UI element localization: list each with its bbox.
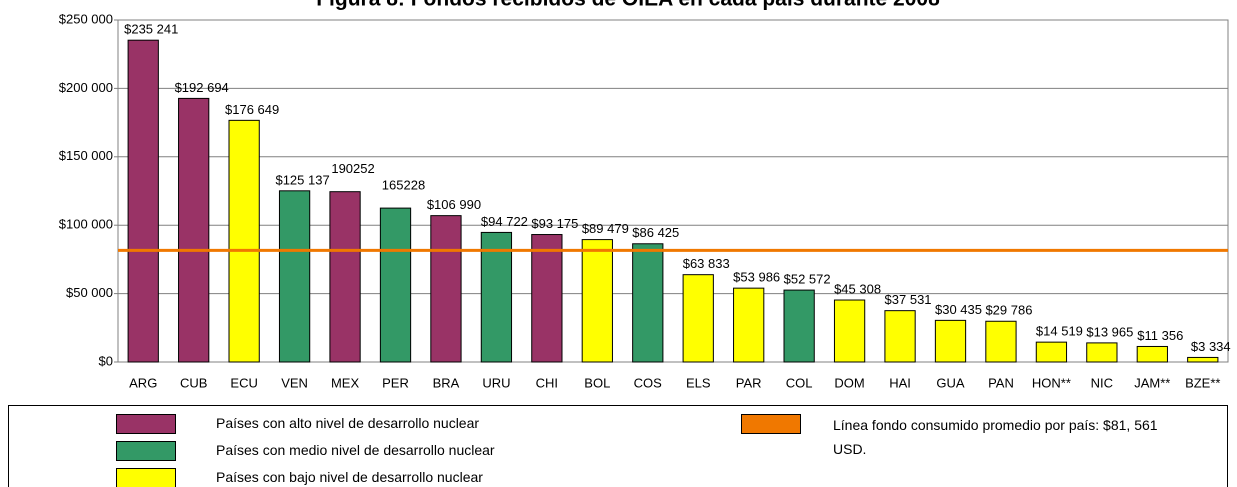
data-label: $13 965 — [1086, 324, 1133, 339]
x-tick-label: HAI — [889, 375, 911, 390]
data-label: $86 425 — [632, 225, 679, 240]
x-tick-label: ELS — [686, 375, 711, 390]
legend-label: Países con medio nivel de desarrollo nuc… — [216, 442, 495, 458]
bar — [480, 231, 513, 363]
data-label: $3 334 — [1191, 339, 1231, 354]
data-label: $45 308 — [834, 281, 881, 296]
data-label: $52 572 — [784, 272, 831, 287]
x-tick-label: CHI — [536, 375, 558, 390]
bar — [178, 97, 210, 363]
bar — [783, 289, 815, 363]
data-label: $37 531 — [885, 292, 932, 307]
x-tick-label: DOM — [834, 375, 864, 390]
bar — [278, 190, 311, 363]
legend-swatch — [116, 468, 176, 487]
bar — [430, 215, 462, 363]
data-label: $94 722 — [481, 214, 528, 229]
bar — [733, 287, 765, 363]
y-tick-label: $0 — [99, 353, 113, 368]
bar — [379, 207, 412, 363]
x-tick-label: JAM** — [1134, 375, 1170, 390]
bar — [581, 239, 613, 363]
bar — [531, 234, 563, 363]
legend-swatch — [116, 414, 176, 434]
data-label: $235 241 — [124, 22, 178, 37]
x-tick-label: PER — [382, 375, 409, 390]
bar — [1136, 345, 1168, 363]
data-label: $89 479 — [582, 221, 629, 236]
x-tick-label: GUA — [936, 375, 965, 390]
legend: Países con alto nivel de desarrollo nucl… — [8, 405, 1228, 487]
x-tick-label: PAR — [736, 375, 762, 390]
bar — [833, 299, 866, 363]
bar — [127, 39, 159, 363]
bar — [228, 119, 260, 363]
y-tick-label: $100 000 — [59, 217, 113, 232]
data-label: $63 833 — [683, 256, 730, 271]
x-tick-label: BOL — [584, 375, 610, 390]
x-tick-label: CUB — [180, 375, 207, 390]
y-tick-label: $200 000 — [59, 80, 113, 95]
x-tick-label: HON** — [1032, 375, 1071, 390]
data-label: $30 435 — [935, 302, 982, 317]
bar — [329, 191, 361, 363]
legend-label: Línea fondo consumido promedio por país:… — [833, 417, 1158, 457]
bar — [1187, 356, 1219, 363]
data-label: $192 694 — [175, 80, 229, 95]
y-tick-label: $150 000 — [59, 148, 113, 163]
bar — [934, 319, 967, 363]
data-label: $14 519 — [1036, 324, 1083, 339]
x-tick-label: BRA — [433, 375, 460, 390]
x-tick-label: ARG — [129, 375, 157, 390]
legend-label: Países con alto nivel de desarrollo nucl… — [216, 415, 480, 431]
annotation: 190252 — [331, 161, 374, 176]
y-tick-label: $250 000 — [59, 11, 113, 26]
x-tick-label: BZE** — [1185, 375, 1220, 390]
data-label: $176 649 — [225, 102, 279, 117]
legend-label: Países con bajo nivel de desarrollo nucl… — [216, 469, 483, 485]
x-tick-label: ECU — [230, 375, 257, 390]
data-label: $29 786 — [985, 303, 1032, 318]
bar — [632, 243, 664, 363]
bar — [682, 274, 714, 363]
x-tick-label: COL — [786, 375, 813, 390]
data-label: $106 990 — [427, 197, 481, 212]
bar — [884, 310, 916, 363]
bar — [1086, 342, 1118, 363]
data-label: $53 986 — [733, 270, 780, 285]
legend-swatch — [116, 441, 176, 461]
chart-title: Figura 8: Fondos recibidos de OIEA en ca… — [316, 0, 940, 11]
x-tick-label: NIC — [1091, 375, 1113, 390]
bar — [1035, 341, 1068, 363]
data-label: $93 175 — [531, 216, 578, 231]
x-tick-label: COS — [634, 375, 663, 390]
data-label: $125 137 — [275, 172, 329, 187]
x-tick-label: MEX — [331, 375, 360, 390]
data-label: $11 356 — [1137, 328, 1183, 343]
bar — [985, 320, 1017, 363]
y-tick-label: $50 000 — [66, 285, 113, 300]
x-tick-label: VEN — [281, 375, 308, 390]
x-tick-label: PAN — [988, 375, 1014, 390]
legend-swatch — [741, 414, 801, 434]
annotation: 165228 — [382, 178, 425, 193]
chart: Figura 8: Fondos recibidos de OIEA en ca… — [59, 0, 1231, 390]
x-tick-label: URU — [482, 375, 510, 390]
